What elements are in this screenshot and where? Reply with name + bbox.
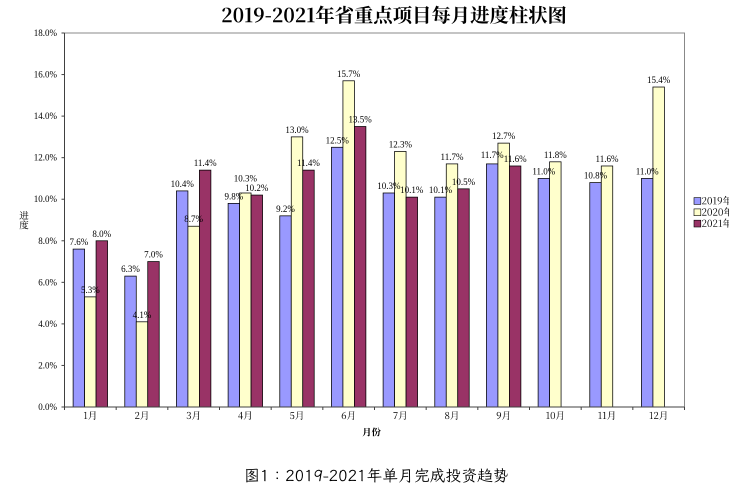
- svg-text:11.7%: 11.7%: [441, 152, 464, 162]
- svg-text:10.5%: 10.5%: [452, 177, 476, 187]
- svg-text:10.4%: 10.4%: [171, 179, 195, 189]
- svg-text:7.0%: 7.0%: [144, 250, 163, 260]
- svg-text:16.0%: 16.0%: [34, 70, 58, 80]
- svg-text:10.1%: 10.1%: [400, 185, 424, 195]
- svg-text:12.3%: 12.3%: [389, 139, 413, 149]
- svg-text:4.1%: 4.1%: [133, 310, 152, 320]
- svg-text:8.0%: 8.0%: [38, 236, 57, 246]
- svg-text:15.4%: 15.4%: [647, 75, 671, 85]
- svg-text:5.3%: 5.3%: [81, 285, 100, 295]
- svg-text:10.0%: 10.0%: [34, 194, 58, 204]
- svg-text:11.8%: 11.8%: [544, 150, 567, 160]
- svg-text:11.0%: 11.0%: [532, 166, 555, 176]
- svg-text:0.0%: 0.0%: [38, 402, 57, 412]
- svg-text:10.3%: 10.3%: [377, 181, 401, 191]
- svg-text:12.7%: 12.7%: [492, 131, 516, 141]
- svg-text:9.2%: 9.2%: [276, 204, 295, 214]
- svg-text:11.6%: 11.6%: [504, 154, 527, 164]
- svg-text:13.5%: 13.5%: [349, 115, 373, 125]
- svg-text:12.5%: 12.5%: [326, 135, 350, 145]
- svg-text:11.6%: 11.6%: [596, 154, 619, 164]
- svg-text:11.4%: 11.4%: [194, 158, 217, 168]
- svg-text:4.0%: 4.0%: [38, 319, 57, 329]
- svg-text:15.7%: 15.7%: [337, 69, 361, 79]
- svg-text:14.0%: 14.0%: [34, 111, 58, 121]
- svg-text:13.0%: 13.0%: [285, 125, 309, 135]
- svg-text:6.3%: 6.3%: [121, 264, 140, 274]
- svg-text:11.4%: 11.4%: [297, 158, 320, 168]
- svg-text:2.0%: 2.0%: [38, 360, 57, 370]
- svg-text:10.2%: 10.2%: [245, 183, 269, 193]
- svg-text:8.7%: 8.7%: [184, 214, 203, 224]
- svg-text:11.0%: 11.0%: [636, 166, 659, 176]
- svg-text:9.8%: 9.8%: [224, 191, 243, 201]
- svg-text:10.8%: 10.8%: [584, 171, 608, 181]
- svg-text:7.6%: 7.6%: [69, 237, 88, 247]
- svg-text:10.1%: 10.1%: [429, 185, 453, 195]
- svg-text:6.0%: 6.0%: [38, 277, 57, 287]
- svg-text:10.3%: 10.3%: [234, 173, 258, 183]
- svg-text:8.0%: 8.0%: [92, 229, 111, 239]
- svg-text:18.0%: 18.0%: [34, 28, 58, 38]
- svg-text:12.0%: 12.0%: [34, 153, 58, 163]
- svg-text:11.7%: 11.7%: [481, 150, 504, 160]
